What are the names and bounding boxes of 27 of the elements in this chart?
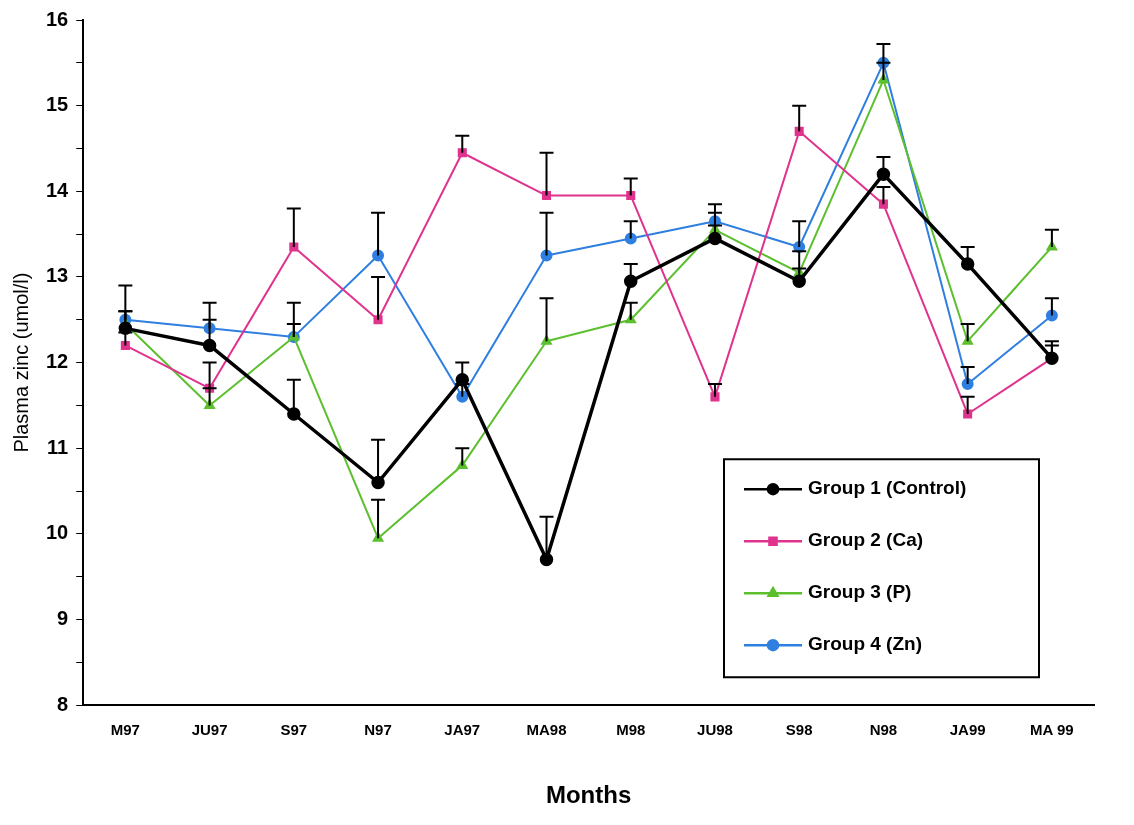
x-axis-title: Months bbox=[545, 781, 632, 809]
x-tick-label: N97 bbox=[364, 721, 392, 739]
y-tick-label: 13 bbox=[46, 264, 69, 287]
y-tick-label: 8 bbox=[57, 692, 69, 715]
x-tick-label: MA98 bbox=[526, 721, 567, 739]
y-axis-title: Plasma zinc (umol/l) bbox=[9, 272, 32, 453]
x-tick-label: JA99 bbox=[949, 721, 986, 739]
y-tick-label: 15 bbox=[46, 93, 69, 116]
y-tick-label: 10 bbox=[46, 521, 69, 544]
legend-label: Group 1 (Control) bbox=[808, 477, 967, 499]
y-tick-label: 12 bbox=[46, 350, 69, 373]
x-tick-label: MA 99 bbox=[1030, 721, 1074, 739]
x-tick-label: N98 bbox=[869, 721, 898, 739]
legend-label: Group 3 (P) bbox=[808, 581, 912, 603]
x-tick-label: JA97 bbox=[444, 721, 481, 739]
x-tick-label: JU98 bbox=[697, 721, 733, 739]
y-tick-label: 16 bbox=[46, 7, 69, 30]
x-tick-label: M97 bbox=[110, 721, 140, 739]
x-tick-label: S97 bbox=[280, 721, 308, 739]
legend-label: Group 4 (Zn) bbox=[808, 633, 922, 655]
y-tick-label: 14 bbox=[46, 178, 70, 201]
y-tick-label: 11 bbox=[47, 435, 69, 458]
legend-label: Group 2 (Ca) bbox=[808, 529, 924, 551]
x-tick-label: M98 bbox=[616, 721, 646, 739]
y-tick-label: 9 bbox=[57, 607, 69, 630]
x-tick-label: S98 bbox=[785, 721, 813, 739]
x-tick-label: JU97 bbox=[191, 721, 228, 739]
